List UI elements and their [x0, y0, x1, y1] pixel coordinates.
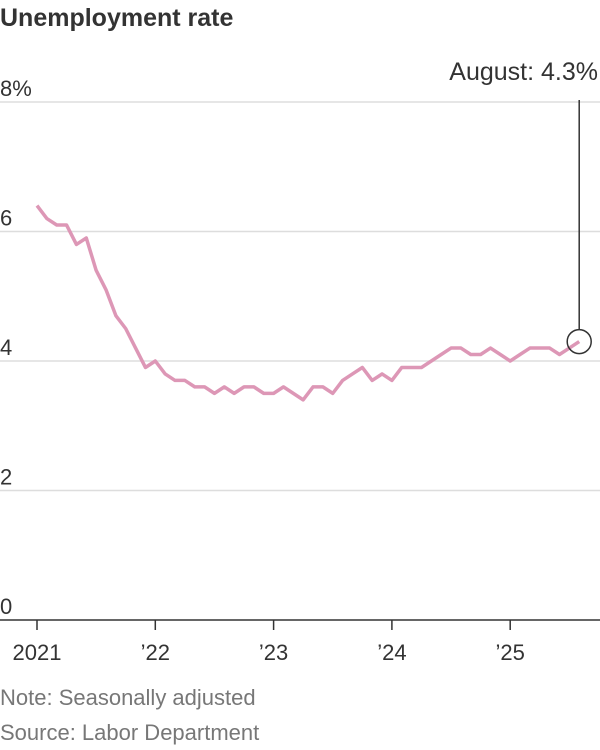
y-tick-label: 0 — [0, 594, 12, 619]
x-tick-label: 2021 — [13, 640, 62, 665]
chart-source: Source: Labor Department — [0, 720, 260, 745]
y-tick-label: 8% — [0, 76, 32, 101]
line-chart: 0 2 4 6 8% 2021 ’22 ’23 ’24 ’25 August: 4.3% — [0, 58, 600, 665]
chart-note: Note: Seasonally adjusted — [0, 685, 256, 710]
x-tick-label: ’22 — [141, 640, 170, 665]
y-tick-label: 2 — [0, 465, 12, 490]
x-tick-label: ’25 — [496, 640, 525, 665]
y-tick-label: 4 — [0, 335, 12, 360]
annotation-circle — [566, 328, 592, 355]
x-tick-label: ’23 — [259, 640, 288, 665]
annotation-label: August: 4.3% — [449, 58, 598, 86]
unemployment-line — [35, 204, 581, 402]
x-tick-label: ’24 — [377, 640, 406, 665]
y-tick-label: 6 — [0, 206, 12, 231]
chart-title: Unemployment rate — [0, 4, 234, 32]
